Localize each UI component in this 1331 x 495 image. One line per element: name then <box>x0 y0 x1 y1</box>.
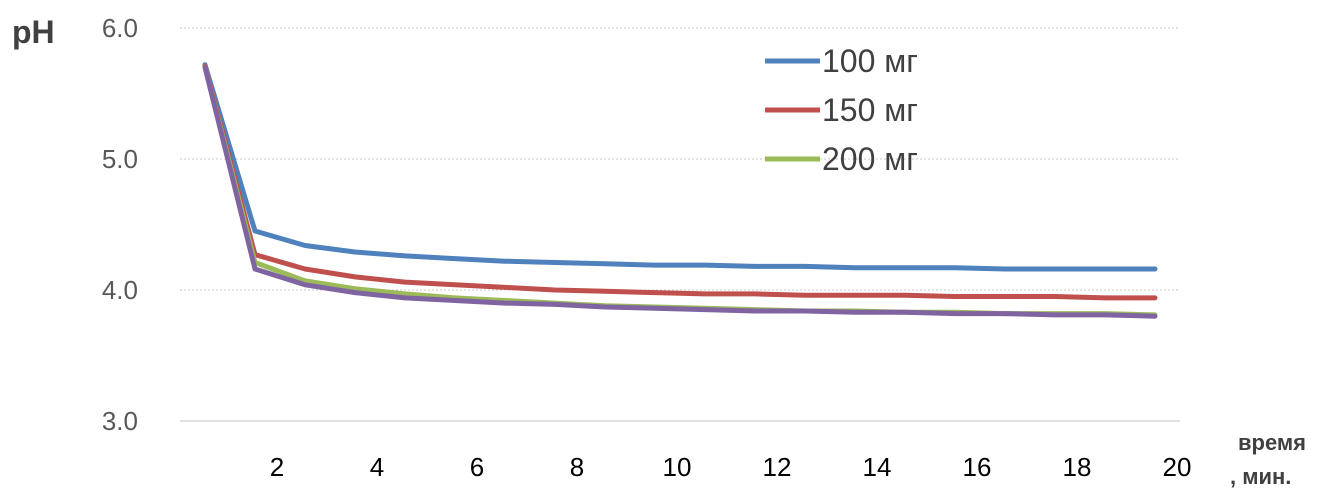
gridlines <box>180 27 1180 291</box>
x-tick-label: 12 <box>763 452 792 482</box>
x-tick-label: 14 <box>863 452 892 482</box>
y-tick-label: 5.0 <box>102 144 138 174</box>
y-tick-labels: 3.0 4.0 5.0 6.0 <box>102 13 138 436</box>
x-tick-label: 6 <box>470 452 484 482</box>
series-line-0 <box>202 62 1158 272</box>
y-tick-label: 3.0 <box>102 406 138 436</box>
legend-label-150mg: 150 мг <box>822 92 918 128</box>
x-tick-label: 2 <box>270 452 284 482</box>
series-line-1 <box>202 63 1158 301</box>
y-axis-label: pH <box>12 14 55 50</box>
x-tick-label: 8 <box>570 452 584 482</box>
x-tick-label: 4 <box>370 452 384 482</box>
x-axis-label-line2: , мин. <box>1230 464 1291 489</box>
series-line-3 <box>202 64 1158 319</box>
x-tick-label: 10 <box>663 452 692 482</box>
x-tick-label: 16 <box>963 452 992 482</box>
legend: 100 мг 150 мг 200 мг <box>765 43 918 177</box>
legend-label-200mg: 200 мг <box>822 141 918 177</box>
legend-label-100mg: 100 мг <box>822 43 918 79</box>
series-lines <box>202 62 1158 319</box>
y-tick-label: 6.0 <box>102 13 138 43</box>
x-tick-labels: 2 4 6 8 10 12 14 16 18 20 <box>270 452 1192 482</box>
y-tick-label: 4.0 <box>102 275 138 305</box>
x-axis-label-line1: время <box>1238 430 1306 455</box>
x-tick-label: 20 <box>1163 452 1192 482</box>
x-tick-label: 18 <box>1063 452 1092 482</box>
